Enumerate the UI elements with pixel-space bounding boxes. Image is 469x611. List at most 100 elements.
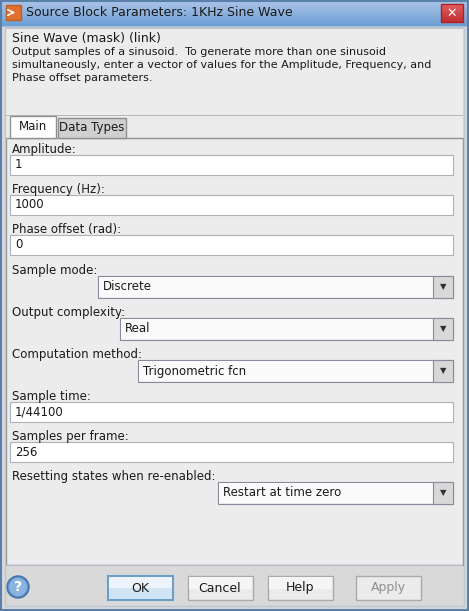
Bar: [0, 7, 469, 8]
Bar: [6, 28, 463, 115]
Bar: [58, 118, 126, 138]
Bar: [0, 11, 469, 12]
Bar: [0, 9, 469, 10]
Bar: [10, 402, 453, 422]
Bar: [98, 276, 453, 298]
Bar: [121, 319, 434, 339]
Bar: [441, 11, 463, 12]
Bar: [441, 9, 463, 10]
Bar: [188, 576, 253, 600]
Text: ▼: ▼: [440, 282, 446, 291]
Text: Apply: Apply: [371, 582, 406, 595]
Text: ✕: ✕: [447, 7, 457, 20]
Bar: [0, 12, 469, 13]
Bar: [0, 3, 469, 4]
Bar: [441, 12, 463, 13]
Text: Phase offset (rad):: Phase offset (rad):: [12, 223, 121, 236]
Bar: [269, 577, 332, 589]
Bar: [441, 15, 463, 16]
Bar: [0, 4, 469, 5]
Text: Resetting states when re-enabled:: Resetting states when re-enabled:: [12, 470, 215, 483]
Text: 0: 0: [15, 238, 23, 252]
Text: Frequency (Hz):: Frequency (Hz):: [12, 183, 105, 196]
Bar: [0, 10, 469, 11]
Bar: [10, 116, 56, 138]
Bar: [99, 277, 434, 297]
Bar: [6, 138, 463, 565]
Bar: [139, 361, 434, 381]
Bar: [441, 14, 463, 15]
Text: Main: Main: [19, 120, 47, 133]
Text: ?: ?: [14, 580, 22, 594]
Bar: [6, 116, 463, 138]
Bar: [441, 18, 463, 19]
Bar: [120, 318, 453, 340]
Bar: [0, 13, 469, 14]
Bar: [0, 16, 469, 17]
Bar: [433, 318, 453, 340]
Bar: [441, 4, 463, 22]
Text: ▼: ▼: [440, 367, 446, 376]
Text: simultaneously, enter a vector of values for the Amplitude, Frequency, and: simultaneously, enter a vector of values…: [12, 60, 431, 70]
Bar: [0, 0, 469, 1]
Text: 1: 1: [15, 158, 23, 172]
Bar: [108, 576, 173, 600]
Bar: [109, 588, 172, 599]
Bar: [356, 576, 421, 600]
Bar: [441, 4, 463, 5]
Bar: [441, 5, 463, 6]
Bar: [10, 195, 453, 215]
Bar: [0, 14, 469, 15]
Bar: [10, 155, 453, 175]
Bar: [441, 17, 463, 18]
Text: Output complexity:: Output complexity:: [12, 306, 125, 319]
Text: Data Types: Data Types: [59, 122, 125, 134]
Text: Trigonometric fcn: Trigonometric fcn: [143, 365, 246, 378]
Text: Real: Real: [125, 323, 151, 335]
Text: Output samples of a sinusoid.  To generate more than one sinusoid: Output samples of a sinusoid. To generat…: [12, 47, 386, 57]
Bar: [441, 16, 463, 17]
Bar: [0, 5, 469, 6]
Text: ▼: ▼: [440, 489, 446, 497]
Bar: [0, 24, 469, 25]
Text: Restart at time zero: Restart at time zero: [223, 486, 341, 500]
Text: Cancel: Cancel: [199, 582, 242, 595]
Bar: [441, 10, 463, 11]
Text: Source Block Parameters: 1KHz Sine Wave: Source Block Parameters: 1KHz Sine Wave: [26, 7, 293, 20]
Bar: [433, 360, 453, 382]
Bar: [219, 483, 434, 503]
Bar: [6, 5, 21, 20]
Text: OK: OK: [131, 582, 149, 595]
Bar: [6, 565, 463, 566]
Text: Help: Help: [286, 582, 314, 595]
Text: 256: 256: [15, 445, 38, 458]
Bar: [441, 6, 463, 7]
Circle shape: [9, 578, 27, 596]
Bar: [433, 276, 453, 298]
Bar: [138, 360, 453, 382]
Bar: [441, 13, 463, 14]
Bar: [10, 442, 453, 462]
Bar: [0, 19, 469, 20]
Bar: [441, 21, 463, 22]
Text: 1000: 1000: [15, 199, 45, 211]
Text: Computation method:: Computation method:: [12, 348, 142, 361]
Bar: [10, 235, 453, 255]
Bar: [0, 15, 469, 16]
Bar: [0, 23, 469, 24]
Text: Phase offset parameters.: Phase offset parameters.: [12, 73, 152, 83]
Bar: [441, 20, 463, 21]
Bar: [268, 576, 333, 600]
Text: Sample mode:: Sample mode:: [12, 264, 98, 277]
Bar: [0, 20, 469, 21]
Text: 1/44100: 1/44100: [15, 406, 64, 419]
Text: Amplitude:: Amplitude:: [12, 143, 77, 156]
Bar: [6, 28, 463, 29]
Bar: [0, 26, 469, 27]
Bar: [0, 21, 469, 22]
Bar: [0, 6, 469, 7]
Bar: [0, 25, 469, 26]
Bar: [0, 18, 469, 19]
Bar: [0, 22, 469, 23]
Bar: [0, 17, 469, 18]
